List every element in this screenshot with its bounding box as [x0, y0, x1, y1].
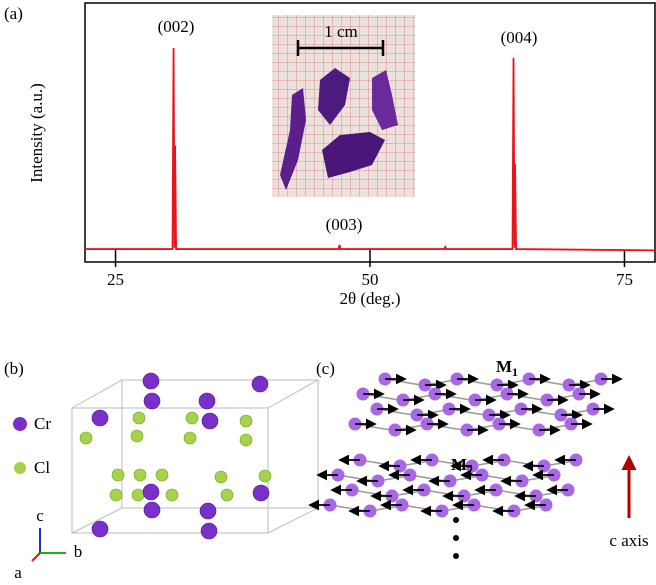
- cl-atom: [221, 489, 233, 501]
- cr-atom: [143, 484, 159, 500]
- cl-atom: [240, 415, 252, 427]
- cl-atom: [186, 412, 198, 424]
- cr-atom: [199, 393, 215, 409]
- cr-atom: [92, 521, 108, 537]
- axis-a-label: a: [14, 563, 22, 582]
- cr-atom: [202, 413, 218, 429]
- cr-atom: [252, 376, 268, 392]
- axis-b-label: b: [74, 542, 83, 561]
- cl-atom: [240, 434, 252, 446]
- legend-swatch: [14, 462, 26, 474]
- cl-atom: [184, 432, 196, 444]
- cr-atom: [92, 410, 108, 426]
- layer-label: M2: [451, 455, 473, 477]
- peak-label: (003): [326, 215, 363, 234]
- x-tick-label: 25: [107, 270, 124, 289]
- inset-scale-label: 1 cm: [324, 22, 358, 41]
- legend-label: Cl: [34, 458, 50, 477]
- y-axis-label: Intensity (a.u.): [27, 83, 46, 183]
- cr-atom: [253, 485, 269, 501]
- cl-atom: [259, 470, 271, 482]
- axis-c-label: c: [36, 506, 44, 525]
- cr-atom: [144, 393, 160, 409]
- cl-atom: [133, 412, 145, 424]
- cl-atom: [80, 432, 92, 444]
- cl-atom: [215, 471, 227, 483]
- x-tick-label: 75: [616, 270, 633, 289]
- cl-atom: [166, 489, 178, 501]
- panel-label: (c): [316, 359, 335, 378]
- peak-label: (004): [501, 28, 538, 47]
- peak-label: (002): [158, 17, 195, 36]
- c-axis-label: c axis: [609, 531, 648, 550]
- legend-swatch: [13, 417, 27, 431]
- x-tick-label: 50: [362, 270, 379, 289]
- cl-atom: [112, 469, 124, 481]
- layer-label: M1: [496, 357, 518, 379]
- cr-atom: [143, 373, 159, 389]
- panel-label: (b): [4, 359, 24, 378]
- cr-atom: [201, 523, 217, 539]
- figure: (a) Intensity (a.u.) 2θ (deg.) 1 cm 25 50…: [0, 0, 656, 585]
- panel-label: (a): [4, 4, 23, 23]
- cl-atom: [131, 430, 143, 442]
- cl-atom: [156, 469, 168, 481]
- axes-triad: [32, 528, 66, 561]
- cl-atom: [134, 469, 146, 481]
- x-axis-label: 2θ (deg.): [339, 289, 400, 308]
- cr-atom: [200, 503, 216, 519]
- ellipsis-dots: [453, 517, 459, 559]
- cl-atom: [110, 489, 122, 501]
- legend-label: Cr: [34, 414, 51, 433]
- cl-atom: [132, 489, 144, 501]
- cr-atom: [144, 502, 160, 518]
- inset-photo: [272, 15, 415, 197]
- crystal-cell: [72, 380, 318, 533]
